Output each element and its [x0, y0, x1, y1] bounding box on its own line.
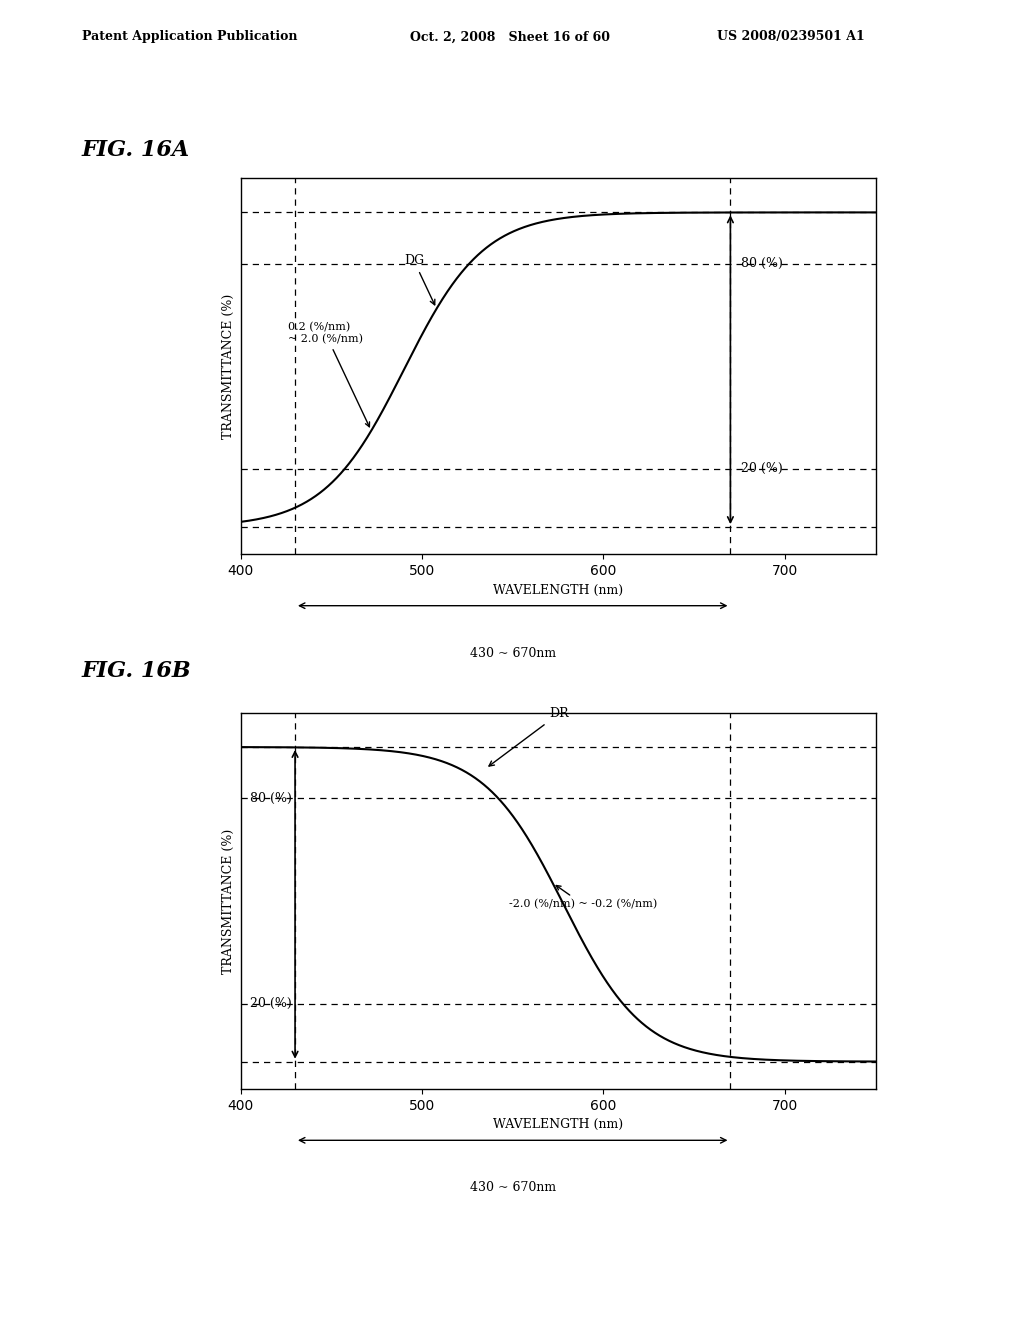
Text: DR: DR: [489, 708, 568, 766]
Text: Oct. 2, 2008   Sheet 16 of 60: Oct. 2, 2008 Sheet 16 of 60: [410, 30, 609, 44]
Text: FIG. 16B: FIG. 16B: [82, 660, 191, 682]
Text: -2.0 (%/nm) ~ -0.2 (%/nm): -2.0 (%/nm) ~ -0.2 (%/nm): [509, 886, 657, 909]
X-axis label: WAVELENGTH (nm): WAVELENGTH (nm): [493, 583, 624, 597]
Text: 0.2 (%/nm)
~ 2.0 (%/nm): 0.2 (%/nm) ~ 2.0 (%/nm): [288, 322, 370, 426]
Text: DG: DG: [403, 255, 435, 305]
Text: FIG. 16A: FIG. 16A: [82, 139, 190, 161]
Text: 80 (%): 80 (%): [250, 792, 292, 805]
Y-axis label: TRANSMITTANCE (%): TRANSMITTANCE (%): [222, 828, 236, 974]
Text: 20 (%): 20 (%): [741, 462, 783, 475]
Text: 430 ~ 670nm: 430 ~ 670nm: [470, 1181, 556, 1195]
Text: Patent Application Publication: Patent Application Publication: [82, 30, 297, 44]
Text: US 2008/0239501 A1: US 2008/0239501 A1: [717, 30, 864, 44]
X-axis label: WAVELENGTH (nm): WAVELENGTH (nm): [493, 1118, 624, 1131]
Text: 80 (%): 80 (%): [741, 257, 783, 271]
Text: 430 ~ 670nm: 430 ~ 670nm: [470, 647, 556, 660]
Text: 20 (%): 20 (%): [250, 997, 292, 1010]
Y-axis label: TRANSMITTANCE (%): TRANSMITTANCE (%): [222, 293, 236, 440]
